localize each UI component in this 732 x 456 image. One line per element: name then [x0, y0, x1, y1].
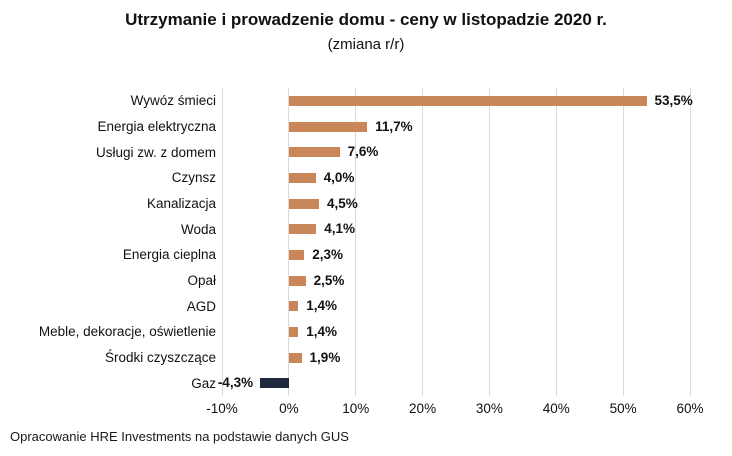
- x-tick-label: 40%: [542, 401, 570, 416]
- data-label: 4,0%: [323, 169, 355, 185]
- gridline: [689, 88, 691, 396]
- data-label: 4,5%: [326, 195, 358, 211]
- gridline: [355, 88, 357, 396]
- gridline: [288, 88, 290, 396]
- gridline: [221, 88, 223, 396]
- bar-positive: [288, 147, 340, 158]
- category-label: AGD: [186, 298, 216, 314]
- data-label: -4,3%: [217, 375, 254, 391]
- category-label: Usługi zw. z domem: [95, 144, 216, 160]
- bar-positive: [288, 301, 299, 312]
- chart-subtitle: (zmiana r/r): [327, 36, 405, 53]
- data-label: 2,5%: [313, 272, 345, 288]
- gridline: [555, 88, 557, 396]
- bar-positive: [288, 275, 306, 286]
- data-label: 1,9%: [309, 349, 341, 365]
- data-label: 4,1%: [324, 221, 356, 237]
- bar-positive: [288, 326, 299, 337]
- data-label: 1,4%: [306, 298, 337, 314]
- category-label: Czynsz: [171, 170, 216, 186]
- data-label: 11,7%: [375, 118, 413, 134]
- x-tick-label: -10%: [206, 401, 238, 416]
- chart-title: Utrzymanie i prowadzenie domu - ceny w l…: [125, 10, 607, 29]
- bar-positive: [288, 172, 316, 183]
- bar-positive: [288, 249, 305, 260]
- gridline: [622, 88, 624, 396]
- plot-area: 53,5% 11,7% 7,6% 4,0% 4,5% 4,1% 2,3% 2,5% 1,4% 1,…: [218, 88, 693, 396]
- x-tick-label: 10%: [342, 401, 370, 416]
- category-label: Energia cieplna: [122, 247, 216, 263]
- bar-positive: [288, 352, 302, 363]
- category-label: Woda: [180, 221, 216, 237]
- category-label: Kanalizacja: [146, 196, 216, 211]
- category-label: Opał: [187, 273, 216, 288]
- x-tick-label: 30%: [475, 401, 503, 416]
- category-label: Środki czyszczące: [104, 350, 216, 365]
- data-label: 53,5%: [654, 92, 693, 108]
- category-label: Meble, dekoracje, oświetlenie: [38, 324, 216, 340]
- x-tick-label: 0%: [279, 401, 299, 416]
- bar-positive: [288, 224, 317, 235]
- data-label: 2,3%: [312, 246, 343, 262]
- category-label: Wywóz śmieci: [130, 93, 216, 109]
- category-label: Gaz: [191, 375, 216, 391]
- source-note: Opracowanie HRE Investments na podstawie…: [10, 429, 349, 444]
- x-tick-label: 20%: [409, 401, 437, 416]
- gridline: [488, 88, 490, 396]
- data-label: 7,6%: [347, 144, 379, 160]
- bar-positive: [288, 121, 368, 132]
- bar-positive: [288, 95, 647, 106]
- gridline: [422, 88, 424, 396]
- bar-positive: [288, 198, 319, 209]
- bar-negative: [260, 378, 289, 389]
- x-tick-label: 50%: [609, 401, 637, 416]
- data-label: 1,4%: [306, 323, 337, 339]
- category-label: Energia elektryczna: [97, 119, 216, 134]
- x-tick-label: 60%: [676, 401, 704, 416]
